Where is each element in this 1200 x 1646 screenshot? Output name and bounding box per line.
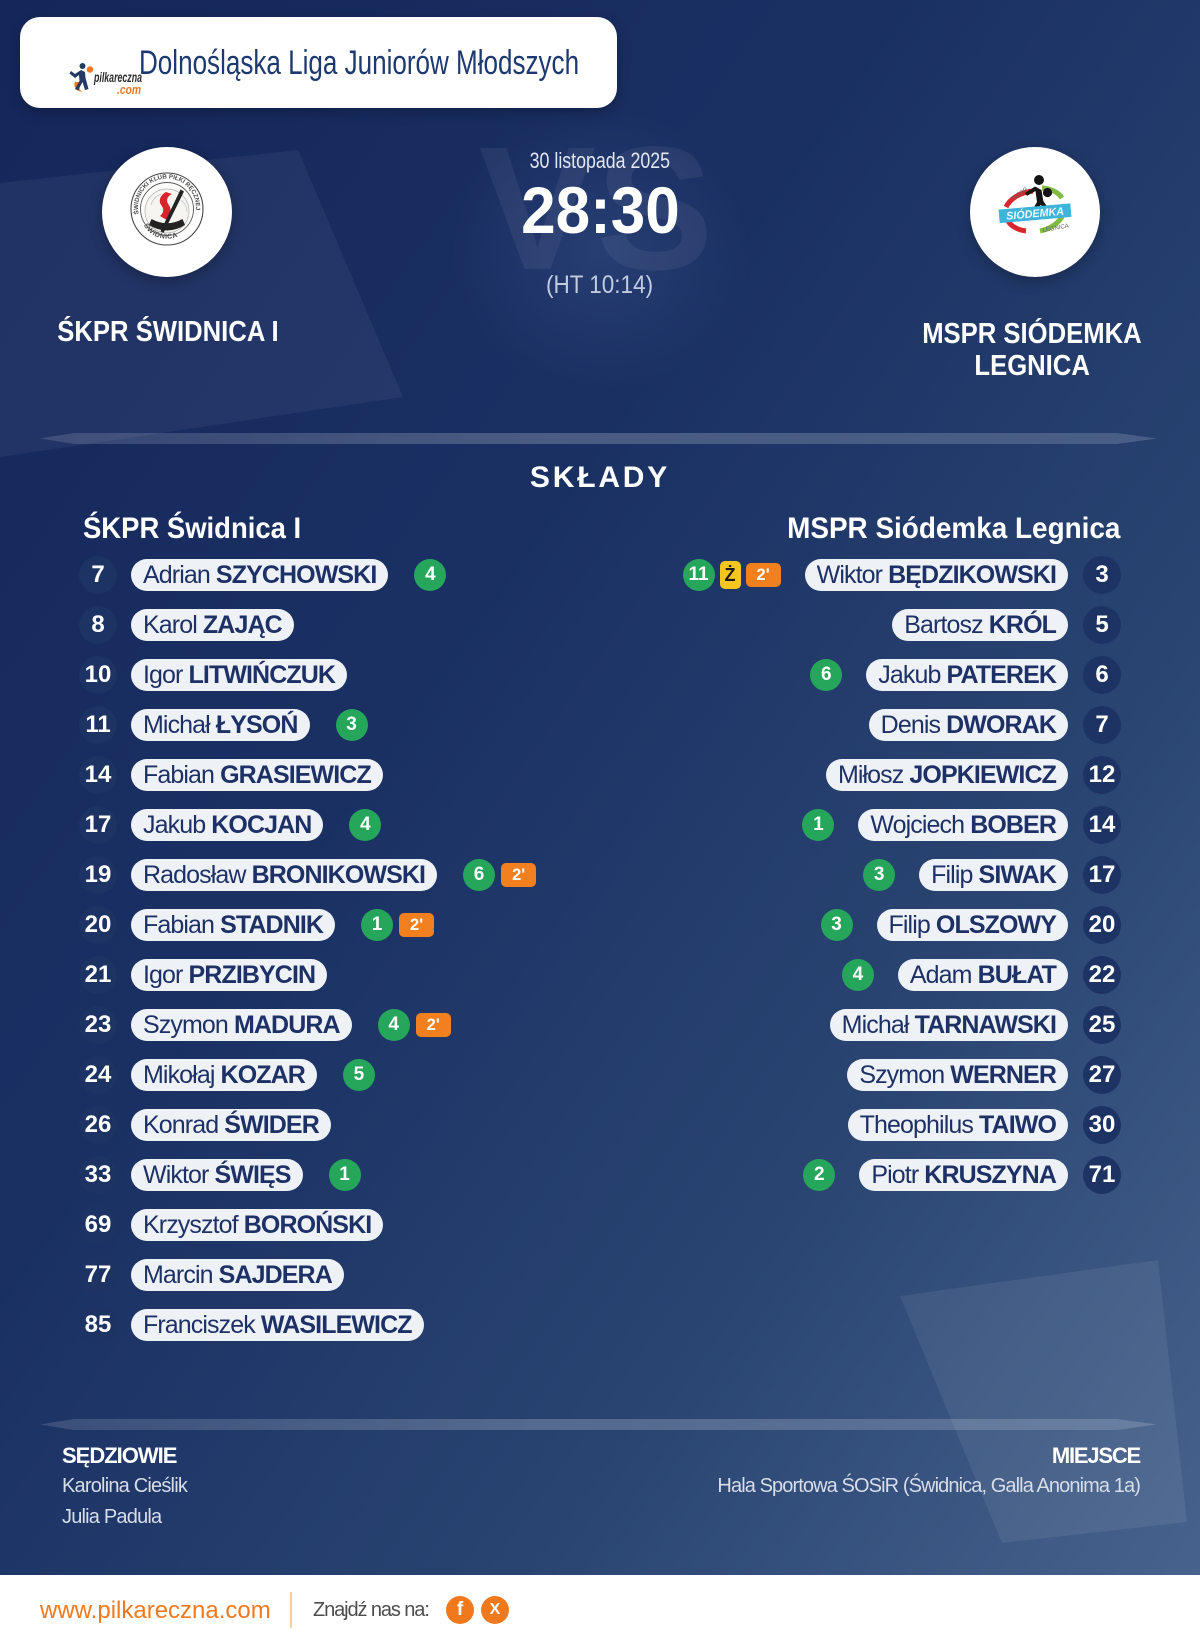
svg-text:pilkareczna: pilkareczna xyxy=(93,69,142,85)
svg-text:.com: .com xyxy=(117,82,141,97)
svg-text:SIÓDEMKA: SIÓDEMKA xyxy=(1006,205,1065,223)
svg-text:LEGNICA: LEGNICA xyxy=(1042,223,1069,233)
